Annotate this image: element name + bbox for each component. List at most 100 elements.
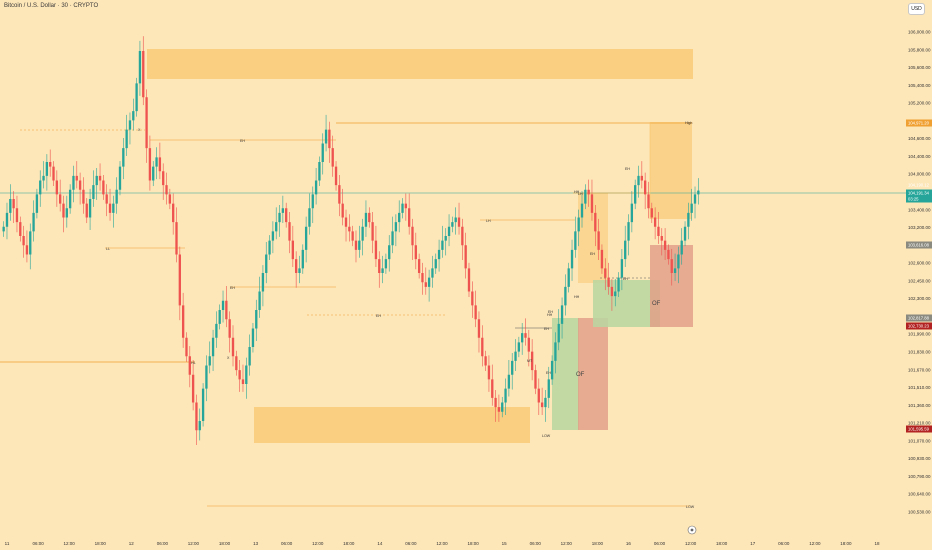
x-tick-label: 18:00 <box>95 541 107 546</box>
candle-body <box>304 226 308 250</box>
price-badge-label: 104,971.20 <box>908 121 930 126</box>
candle-body <box>378 259 381 273</box>
y-tick-label: 100,530.00 <box>908 510 931 515</box>
x-tick-label: 12:00 <box>64 541 76 546</box>
candle-body <box>178 254 181 306</box>
candle-body <box>98 175 102 181</box>
candle-body <box>291 240 294 260</box>
price-badge <box>906 195 932 203</box>
candle-body <box>85 203 88 218</box>
annotation-label: High <box>685 121 692 125</box>
annotation-label: EH <box>548 310 553 314</box>
candle-body <box>122 148 125 167</box>
candle-body <box>570 249 574 269</box>
candle-body <box>261 273 265 292</box>
candle-body <box>344 217 348 227</box>
candle-body <box>351 231 354 241</box>
x-tick-label: 06:00 <box>281 541 293 546</box>
candle-body <box>112 203 115 213</box>
candle-body <box>334 166 338 186</box>
candle-body <box>673 268 677 273</box>
candle-body <box>650 208 653 218</box>
candle-body <box>511 360 514 375</box>
candle-body <box>324 129 328 144</box>
x-tick-label: 06:00 <box>654 541 666 546</box>
premium-zone <box>650 122 692 219</box>
candle-body <box>52 166 55 181</box>
annotation-label: LH <box>486 219 491 223</box>
candle-body <box>9 199 12 213</box>
x-tick-label: 12:00 <box>561 541 573 546</box>
candle-body <box>12 199 15 209</box>
candle-body <box>381 268 384 273</box>
candle-body <box>228 319 231 338</box>
candle-body <box>65 208 68 218</box>
candle-body <box>148 148 152 181</box>
candle-body <box>105 194 108 204</box>
candle-body <box>32 212 35 232</box>
candle-body <box>211 337 215 357</box>
candle-body <box>497 407 501 412</box>
y-tick-label: 105,800.00 <box>908 47 931 52</box>
candle-body <box>238 370 241 380</box>
x-tick-label: 06:00 <box>530 541 542 546</box>
candle-body <box>155 157 158 167</box>
candle-body <box>145 97 148 149</box>
y-tick-label: 100,790.00 <box>908 474 931 479</box>
gear-icon-center <box>690 528 694 532</box>
candle-body <box>368 212 371 223</box>
candle-body <box>421 273 424 283</box>
candle-body <box>271 231 275 241</box>
y-tick-label: 104,400.00 <box>908 154 931 159</box>
candle-body <box>348 226 351 232</box>
candle-body <box>2 226 5 232</box>
x-tick-label: 18:00 <box>716 541 728 546</box>
annotation-label: EH <box>376 314 381 318</box>
candle-body <box>5 212 9 227</box>
x-tick-label: 06:00 <box>778 541 790 546</box>
candle-body <box>328 129 331 149</box>
y-tick-label: 105,600.00 <box>908 65 931 70</box>
x-tick-label: 18:00 <box>343 541 355 546</box>
candle-body <box>168 194 172 204</box>
candle-body <box>457 217 461 227</box>
chart-settings-icon[interactable] <box>687 525 697 535</box>
candle-body <box>677 254 680 269</box>
price-badge-label: 104,191.34 <box>908 191 930 196</box>
candle-body <box>358 240 361 250</box>
currency-button[interactable]: USD <box>908 3 925 15</box>
candle-body <box>680 240 683 255</box>
candle-body <box>427 277 431 287</box>
candle-body <box>634 185 637 204</box>
candle-body <box>275 222 278 232</box>
price-badge-label: 104,190.12 <box>908 183 930 188</box>
candle-body <box>288 222 291 241</box>
price-badge-label: 102,730.23 <box>908 324 930 329</box>
candle-body <box>584 189 587 204</box>
candle-body <box>481 337 484 357</box>
order-flow-label: OF <box>652 301 661 307</box>
x-tick-label: 18:00 <box>592 541 604 546</box>
annotation-label: HL <box>191 361 196 365</box>
candle-body <box>504 388 507 403</box>
candle-body <box>251 328 255 347</box>
candle-body <box>265 254 268 273</box>
candle-body <box>191 374 195 403</box>
y-tick-label: 101,990.00 <box>908 332 931 337</box>
annotation-label: LOW <box>686 505 695 509</box>
annotation-label: HH <box>547 313 553 317</box>
price-badge <box>906 189 932 197</box>
candle-body <box>514 351 517 361</box>
order-flow-label: OF <box>576 372 585 378</box>
price-badge <box>906 241 932 249</box>
candle-body <box>534 370 537 389</box>
candle-body <box>404 203 408 209</box>
annotation-label: EH <box>590 252 595 256</box>
annotation-label: EH <box>240 139 245 143</box>
candle-body <box>314 180 318 195</box>
candle-body <box>693 194 697 204</box>
candle-body <box>557 323 560 343</box>
candle-body <box>175 222 178 255</box>
candle-body <box>165 185 168 195</box>
